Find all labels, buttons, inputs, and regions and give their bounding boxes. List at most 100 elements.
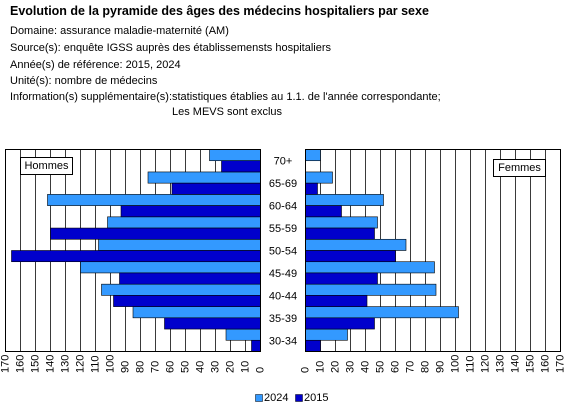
bar-hommes-2015-45-49 [119,272,261,285]
legend-swatch [255,394,263,402]
x-tick-label-hommes: 20 [225,361,237,373]
age-group-label: 55-59 [269,223,297,235]
x-tick-label-hommes: 40 [195,361,207,373]
bar-femmes-2015-45-49 [305,272,378,285]
bar-femmes-2015-55-59 [305,227,375,240]
bar-hommes-2024-70plus [209,149,261,162]
bar-hommes-2024-60-64 [47,194,261,206]
x-tick-label-hommes: 160 [15,355,27,373]
bar-femmes-2015-50-54 [305,250,396,263]
panel-label-men: Hommes [20,157,73,175]
x-tick-label-femmes: 40 [360,361,372,373]
plot-area-femmes [305,149,561,352]
x-tick-label-hommes: 130 [60,355,72,373]
domain-line: Domaine: assurance maladie-maternité (AM… [10,25,229,37]
x-tick-label-femmes: 120 [480,355,492,373]
legend: 2024 2015 [255,392,328,404]
age-group-label: 60-64 [269,201,297,213]
x-tick-label-hommes: 120 [75,355,87,373]
x-tick-label-hommes: 50 [180,361,192,373]
age-group-label: 50-54 [269,246,297,258]
additional-info-continuation: Les MEVS sont exclus [172,106,283,118]
bar-femmes-2024-65-69 [305,171,333,184]
legend-label: 2015 [304,392,328,404]
x-tick-label-femmes: 150 [525,355,537,373]
bar-hommes-2024-65-69 [147,171,261,184]
x-tick-label-femmes: 90 [435,361,447,373]
bar-femmes-2024-55-59 [305,216,378,229]
age-group-label: 65-69 [269,178,297,190]
x-tick-label-femmes: 20 [330,361,342,373]
x-tick-label-hommes: 30 [210,361,222,373]
x-tick-label-femmes: 50 [375,361,387,373]
plot-frames [5,149,561,352]
bar-femmes-2015-40-44 [305,295,368,307]
legend-swatch [295,394,303,402]
x-tick-label-femmes: 160 [540,355,552,373]
x-tick-label-femmes: 140 [510,355,522,373]
x-tick-label-femmes: 0 [300,367,312,373]
x-tick-label-femmes: 100 [450,355,462,373]
x-tick-label-femmes: 70 [405,361,417,373]
bar-femmes-2024-40-44 [305,283,437,296]
x-tick-label-femmes: 30 [345,361,357,373]
bar-femmes-2024-45-49 [305,261,435,274]
bar-hommes-2024-30-34 [225,328,261,341]
age-group-label: 35-39 [269,313,297,325]
bar-hommes-2024-45-49 [80,261,261,274]
legend-item: 2024 [255,392,288,404]
bar-femmes-2015-35-39 [305,317,375,330]
x-tick-label-hommes: 170 [0,355,12,373]
age-group-label: 40-44 [269,290,297,302]
panel-label-text: Hommes [24,160,69,172]
panel-label-women: Femmes [493,159,546,177]
age-group-label: 45-49 [269,268,297,280]
bar-hommes-2024-40-44 [101,283,261,296]
bar-hommes-2024-50-54 [98,238,261,251]
bar-femmes-2024-70plus [305,149,321,162]
bar-femmes-2015-60-64 [305,205,342,218]
x-tick-label-hommes: 80 [135,361,147,373]
x-tick-label-hommes: 60 [165,361,177,373]
bar-hommes-2015-55-59 [50,227,261,240]
bar-femmes-2015-30-34 [305,339,321,352]
bar-femmes-2015-65-69 [305,182,318,195]
panel-label-text: Femmes [498,162,541,174]
x-tick-label-hommes: 140 [45,355,57,373]
x-tick-label-hommes: 90 [120,361,132,373]
legend-label: 2024 [264,392,288,404]
bar-femmes-2024-60-64 [305,194,384,206]
x-tick-label-femmes: 60 [390,361,402,373]
bar-femmes-2024-35-39 [305,306,459,319]
unit-line: Unité(s): nombre de médecins [10,75,158,87]
bar-hommes-2015-30-34 [251,339,261,352]
plot-area-hommes [5,149,261,352]
x-tick-label-femmes: 110 [465,355,477,373]
panel-label-box [20,157,73,175]
bar-femmes-2024-30-34 [305,328,348,341]
x-tick-label-hommes: 150 [30,355,42,373]
x-tick-label-femmes: 10 [315,361,327,373]
additional-info-line: Information(s) supplémentaire(s):statist… [10,91,441,103]
bar-hommes-2024-35-39 [132,306,261,319]
x-tick-label-femmes: 170 [555,355,567,373]
x-tick-label-hommes: 0 [255,367,267,373]
bar-hommes-2015-65-69 [171,182,261,195]
bar-hommes-2024-55-59 [107,216,261,229]
x-tick-label-femmes: 130 [495,355,507,373]
chart-title: Evolution de la pyramide des âges des mé… [10,4,429,18]
bar-hommes-2015-35-39 [164,317,261,330]
x-tick-label-hommes: 70 [150,361,162,373]
bar-femmes-2024-50-54 [305,238,407,251]
x-tick-label-hommes: 110 [90,355,102,373]
legend-item: 2015 [295,392,328,404]
bar-hommes-2015-50-54 [11,250,261,263]
x-tick-label-hommes: 100 [105,355,117,373]
age-group-label: 70+ [274,156,293,168]
x-tick-label-femmes: 80 [420,361,432,373]
panel-label-box [493,159,546,177]
source-line: Source(s): enquête IGSS auprès des établ… [10,41,331,54]
x-tick-label-hommes: 10 [240,361,252,373]
age-group-label: 30-34 [269,335,297,347]
